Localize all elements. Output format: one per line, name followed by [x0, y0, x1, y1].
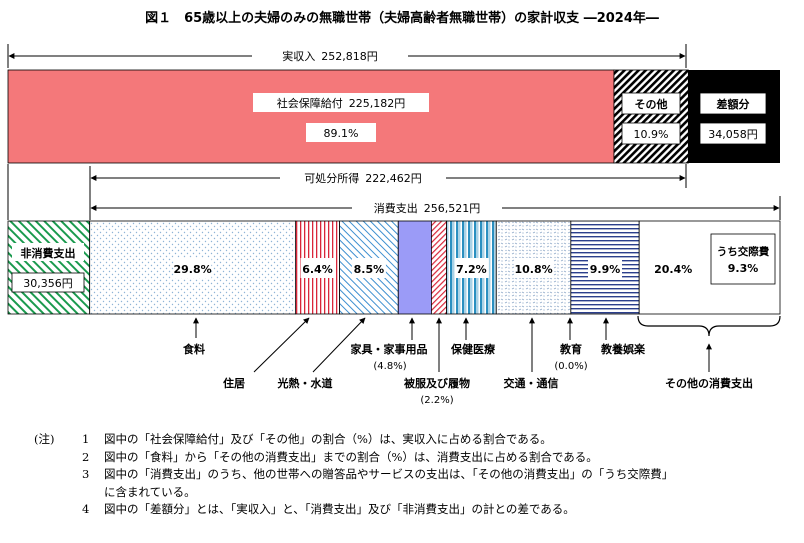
difference-labels: 差額分 34,058円 — [699, 92, 767, 145]
other-income-label: その他 — [635, 97, 668, 111]
social-expense-percent: 9.3% — [728, 262, 759, 275]
category-labels: 食料 住居 光熱・水道 家具・家事用品 (4.8%) 被服及び履物 (2.2%)… — [183, 342, 753, 406]
percent-label-bg-utilities — [351, 258, 386, 278]
disposable-income-label: 可処分所得 222,462円 — [304, 172, 422, 185]
nonconsumption-label: 非消費支出 — [21, 246, 76, 260]
nonconsumption-value: 30,356円 — [23, 277, 73, 290]
social-security-labels: 社会保障給付 225,182円 89.1% — [253, 93, 429, 142]
percent-label-bg-transport — [514, 258, 553, 278]
social-expense-box: うち交際費 9.3% — [710, 233, 776, 285]
bar-segment-furniture — [397, 220, 432, 315]
social-security-label: 社会保障給付 225,182円 — [277, 96, 406, 110]
bar-segment-social-security — [7, 69, 615, 164]
leader-arrows — [193, 317, 712, 373]
consumption-label: 消費支出 256,521円 — [374, 201, 481, 215]
note-1: (注) 1 図中の「社会保障給付」及び「その他」の割合（%）は、実収入に占める割… — [34, 431, 794, 449]
category-percent-clothing: (2.2%) — [420, 395, 453, 406]
real-income-label: 実収入 252,818円 — [282, 49, 378, 63]
percent-label-housing: 6.4% — [302, 263, 333, 276]
percent-label-bg-other-consumption — [654, 258, 692, 278]
category-label-other-consumption: その他の消費支出 — [665, 376, 753, 390]
percent-label-utilities: 8.5% — [354, 263, 385, 276]
nonconsumption-labels: 非消費支出 30,356円 — [11, 243, 85, 293]
percent-label-bg-food — [173, 258, 212, 278]
consumption-span: 消費支出 256,521円 — [90, 196, 781, 220]
percent-label-transport: 10.8% — [514, 263, 552, 276]
difference-label: 差額分 — [717, 97, 750, 111]
disposable-income-span: 可処分所得 222,462円 — [7, 164, 687, 220]
consumption-percent-labels: 29.8% 6.4% 8.5% 7.2% 10.8% 9.9% 20.4% — [173, 258, 692, 278]
category-label-clothing: 被服及び履物 — [404, 376, 470, 390]
category-label-recreation: 教養娯楽 — [600, 342, 646, 356]
percent-label-food: 29.8% — [173, 263, 211, 276]
note-3: 3 図中の「消費支出」のうち、他の世帯への贈答品やサービスの支出は、「その他の消… — [82, 467, 674, 481]
bar-segment-clothing — [430, 220, 447, 315]
percent-label-bg-medical — [454, 258, 489, 278]
bar-segment-other-income — [613, 69, 689, 164]
other-income-labels: その他 10.9% — [621, 92, 681, 145]
note-4: 4 図中の「差額分」とは、「実収入」と、「消費支出」及び「非消費支出」の計との差… — [82, 502, 575, 516]
category-label-transport: 交通・通信 — [504, 376, 559, 390]
percent-label-bg-recreation — [588, 258, 623, 278]
note-2: 2 図中の「食料」から「その他の消費支出」までの割合（%）は、消費支出に占める割… — [82, 449, 598, 464]
category-percent-furniture: (4.8%) — [373, 361, 406, 372]
category-label-furniture: 家具・家事用品 — [351, 342, 428, 356]
household-budget-chart: 図１ 65歳以上の夫婦のみの無職世帯（夫婦高齢者無職世帯）の家計収支 ―2024… — [7, 10, 781, 406]
real-income-span: 実収入 252,818円 — [7, 44, 687, 68]
percent-label-bg-housing — [300, 258, 335, 278]
notes: (注) 1 図中の「社会保障給付」及び「その他」の割合（%）は、実収入に占める割… — [34, 431, 794, 519]
chart-title: 図１ 65歳以上の夫婦のみの無職世帯（夫婦高齢者無職世帯）の家計収支 ―2024… — [145, 10, 659, 26]
notes-header: (注) — [34, 432, 55, 446]
other-consumption-brace — [637, 315, 781, 337]
category-label-education: 教育 — [559, 342, 582, 356]
social-expense-label: うち交際費 — [717, 245, 770, 258]
difference-value: 34,058円 — [708, 128, 758, 141]
category-percent-education: (0.0%) — [554, 361, 587, 372]
bar-segment-difference — [688, 70, 780, 163]
category-label-food: 食料 — [183, 342, 205, 356]
bar-segment-nonconsumption — [7, 220, 91, 315]
other-income-percent: 10.9% — [634, 128, 669, 141]
arrow-housing — [253, 317, 310, 373]
category-label-housing: 住居 — [223, 376, 245, 390]
percent-label-other-consumption: 20.4% — [654, 263, 692, 276]
social-security-percent: 89.1% — [324, 127, 359, 140]
category-label-utilities: 光熱・水道 — [277, 376, 333, 390]
note-3-continued: に含まれている。 — [104, 484, 196, 499]
category-label-medical: 保健医療 — [450, 342, 496, 356]
percent-label-medical: 7.2% — [456, 263, 487, 276]
percent-label-recreation: 9.9% — [590, 263, 621, 276]
arrow-utilities — [312, 317, 366, 373]
